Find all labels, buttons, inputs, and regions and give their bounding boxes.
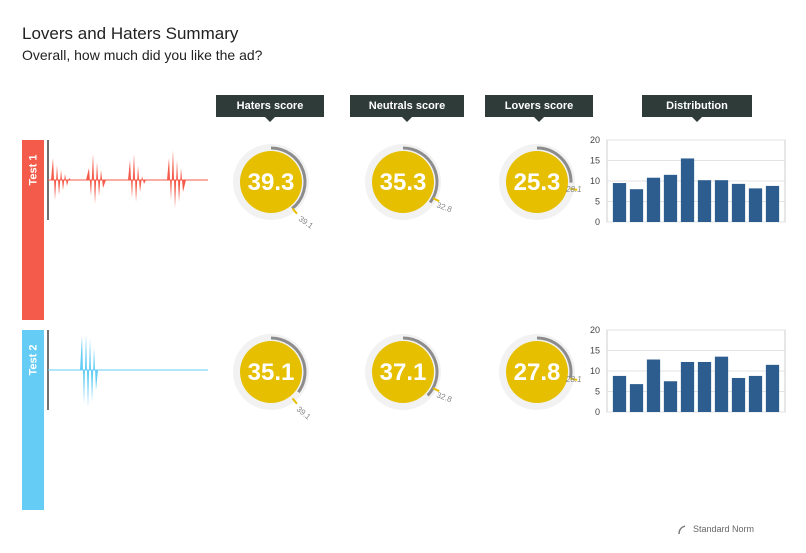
distribution-bar: [680, 361, 695, 412]
y-tick-label: 20: [590, 135, 600, 145]
distribution-bar: [765, 364, 780, 412]
distribution-bar: [748, 375, 763, 412]
gauge-value: 35.1: [248, 359, 295, 386]
distribution-bar: [697, 180, 712, 222]
gauge-norm-tick: [291, 397, 298, 405]
test-2-label: Test 2: [27, 344, 40, 376]
lovers-score-header: Lovers score: [485, 95, 593, 122]
gauge-norm: 28.1: [565, 185, 582, 194]
gauge-norm-tick: [432, 387, 440, 393]
gauge-value: 37.1: [380, 359, 427, 386]
distribution-bar: [612, 183, 627, 222]
y-tick-label: 5: [595, 387, 600, 397]
gauge-disc: [240, 151, 302, 213]
gauge-disc: [372, 341, 434, 403]
test-2-lovers-gauge: 27.8 28.1: [499, 334, 582, 410]
gauge-value-arc: [270, 146, 307, 210]
gauge-norm-tick: [432, 197, 440, 203]
distribution-bar: [629, 189, 644, 222]
gauge-disc: [240, 341, 302, 403]
distribution-bar: [680, 158, 695, 222]
gauge-value-arc: [536, 336, 573, 379]
gauge-value-arc: [402, 336, 439, 397]
haters-score-header: Haters score: [216, 95, 324, 122]
y-tick-label: 15: [590, 346, 600, 356]
standard-norm-icon: [678, 525, 686, 535]
test-2-waveform: [47, 330, 208, 410]
y-tick-label: 0: [595, 407, 600, 417]
test-1-label: Test 1: [27, 154, 40, 186]
gauge-value: 39.3: [248, 169, 295, 196]
gauge-norm-tick: [570, 377, 578, 381]
gauge-value: 27.8: [514, 359, 561, 386]
y-tick-label: 10: [590, 366, 600, 376]
y-tick-label: 15: [590, 156, 600, 166]
test-1-lovers-gauge: 25.3 28.1: [499, 144, 582, 220]
gauge-norm-tick: [570, 187, 578, 191]
distribution-bar: [629, 384, 644, 412]
distribution-bar: [731, 377, 746, 412]
distribution-bar: [663, 381, 678, 412]
distribution-bar: [612, 375, 627, 412]
legend-label: Standard Norm: [693, 524, 755, 534]
y-tick-label: 5: [595, 197, 600, 207]
neutrals-score-header: Neutrals score: [350, 95, 464, 122]
legend: Standard Norm: [677, 523, 754, 535]
gauge-value: 25.3: [514, 169, 561, 196]
distribution-bar: [646, 359, 661, 412]
y-tick-label: 20: [590, 325, 600, 335]
test-1-bar: Test 1: [22, 140, 44, 320]
gauge-norm-tick: [291, 207, 298, 215]
page-subtitle: Overall, how much did you like the ad?: [22, 47, 263, 63]
distribution-bar: [748, 188, 763, 222]
distribution-bar: [731, 183, 746, 222]
distribution-bar: [714, 356, 729, 412]
gauge-norm: 39.1: [297, 214, 315, 231]
test-1-distribution: 0 5 10 15 20: [590, 135, 786, 227]
gauge-norm: 32.8: [435, 200, 453, 214]
distribution-bar: [646, 177, 661, 222]
gauge-value: 35.3: [380, 169, 427, 196]
page-title: Lovers and Haters Summary: [22, 24, 239, 43]
test-2-distribution: 0 5 10 15 20: [590, 325, 786, 417]
test-1-neutrals-gauge: 35.3 32.8: [365, 144, 454, 220]
test-2-haters-gauge: 35.1 39.1: [233, 334, 313, 422]
distribution-bar: [714, 180, 729, 222]
test-2-neutrals-gauge: 37.1 32.8: [365, 334, 454, 410]
distribution-header: Distribution: [642, 95, 752, 122]
test-1-waveform: [47, 140, 208, 220]
y-tick-label: 0: [595, 217, 600, 227]
gauge-value-arc: [270, 336, 307, 394]
test-2-bar: Test 2: [22, 330, 44, 510]
distribution-bar: [697, 361, 712, 412]
gauge-norm: 28.1: [565, 375, 582, 384]
distribution-bar: [663, 174, 678, 222]
gauge-value-arc: [536, 146, 573, 183]
distribution-bar: [765, 185, 780, 222]
test-1-haters-gauge: 39.3 39.1: [233, 144, 315, 231]
gauge-value-arc: [402, 146, 439, 204]
gauge-disc: [372, 151, 434, 213]
gauge-disc: [506, 151, 568, 213]
y-tick-label: 10: [590, 176, 600, 186]
gauge-norm: 32.8: [435, 390, 453, 404]
gauge-disc: [506, 341, 568, 403]
gauge-norm: 39.1: [295, 405, 313, 422]
